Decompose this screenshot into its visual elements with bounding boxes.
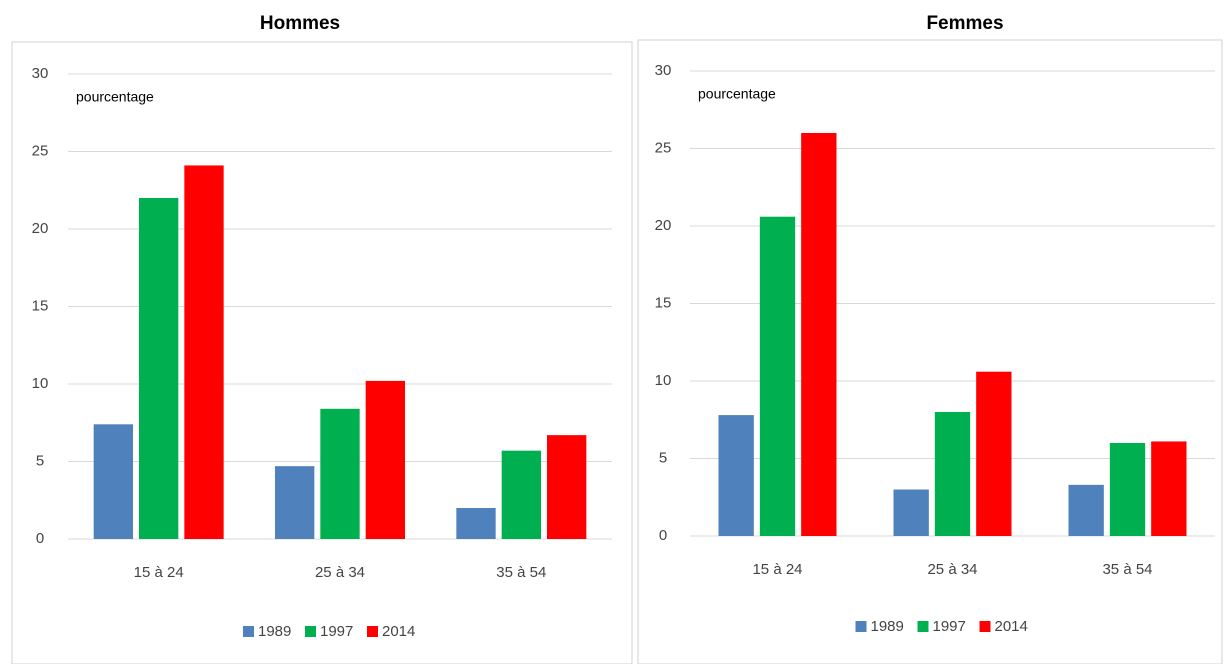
legend-swatch bbox=[367, 626, 378, 637]
legend-swatch bbox=[979, 621, 991, 632]
y-tick-label: 0 bbox=[659, 527, 667, 544]
bar bbox=[320, 408, 360, 539]
y-tick-label: 20 bbox=[32, 220, 49, 237]
y-tick-label: 5 bbox=[36, 452, 44, 469]
legend-label: 2014 bbox=[382, 623, 415, 640]
legend-swatch bbox=[305, 626, 316, 637]
bar bbox=[1068, 484, 1104, 536]
y-tick-label: 20 bbox=[655, 217, 672, 234]
panel bbox=[637, 39, 1223, 664]
annotation: pourcentage bbox=[698, 86, 776, 102]
y-tick-label: 15 bbox=[655, 294, 672, 311]
bar bbox=[93, 424, 133, 539]
y-tick-label: 25 bbox=[32, 142, 49, 159]
bar bbox=[184, 165, 224, 539]
bar bbox=[275, 466, 315, 539]
bar bbox=[139, 198, 179, 539]
x-tick-label: 25 à 34 bbox=[315, 564, 365, 581]
bar bbox=[801, 133, 837, 536]
annotation: pourcentage bbox=[76, 89, 154, 105]
legend-label: 2014 bbox=[995, 618, 1028, 635]
y-tick-label: 5 bbox=[659, 449, 667, 466]
bar bbox=[893, 489, 929, 536]
x-tick-label: 15 à 24 bbox=[134, 564, 184, 581]
y-tick-label: 10 bbox=[32, 375, 49, 392]
bar bbox=[759, 216, 796, 536]
legend-label: 1997 bbox=[933, 618, 966, 635]
bar bbox=[547, 435, 587, 539]
legend-label: 1989 bbox=[258, 623, 291, 640]
bar bbox=[365, 380, 405, 539]
y-tick-label: 15 bbox=[32, 297, 49, 314]
bar bbox=[456, 508, 496, 539]
x-tick-label: 15 à 24 bbox=[752, 561, 802, 578]
y-tick-label: 30 bbox=[32, 65, 49, 82]
legend-label: 1989 bbox=[871, 618, 904, 635]
y-tick-label: 30 bbox=[655, 62, 672, 79]
chart-title: Hommes bbox=[260, 13, 340, 34]
legend-swatch bbox=[243, 626, 254, 637]
y-tick-label: 0 bbox=[36, 530, 44, 547]
chart-title: Femmes bbox=[926, 13, 1003, 34]
legend-swatch bbox=[855, 621, 867, 632]
bar bbox=[1151, 441, 1187, 536]
panel bbox=[11, 41, 633, 664]
x-tick-label: 35 à 54 bbox=[1102, 561, 1152, 578]
bar bbox=[718, 415, 754, 536]
y-tick-label: 10 bbox=[655, 372, 672, 389]
x-tick-label: 25 à 34 bbox=[927, 561, 977, 578]
legend-label: 1997 bbox=[320, 623, 353, 640]
x-tick-label: 35 à 54 bbox=[496, 564, 546, 581]
bar bbox=[934, 412, 971, 536]
legend-swatch bbox=[917, 621, 929, 632]
bar bbox=[976, 371, 1012, 536]
bar bbox=[501, 450, 541, 539]
bar bbox=[1109, 443, 1146, 536]
y-tick-label: 25 bbox=[655, 139, 672, 156]
